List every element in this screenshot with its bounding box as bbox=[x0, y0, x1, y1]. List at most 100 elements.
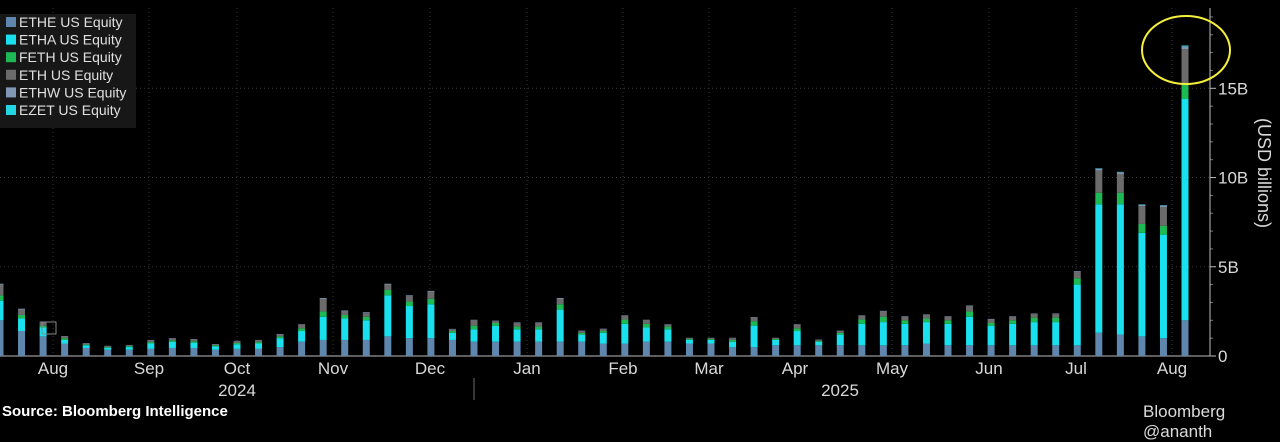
bar-segment bbox=[880, 311, 887, 316]
bar-segment bbox=[320, 317, 327, 340]
bar-segment bbox=[535, 342, 542, 356]
bar-segment bbox=[901, 324, 908, 345]
bar-segment bbox=[686, 344, 693, 356]
bar-segment bbox=[858, 345, 865, 356]
bar-segment bbox=[190, 339, 197, 341]
bar-segment bbox=[1009, 324, 1016, 345]
bar-segment bbox=[1138, 233, 1145, 337]
x-year-label: 2024 bbox=[218, 381, 256, 400]
bar-segment bbox=[815, 342, 822, 346]
bar-segment bbox=[190, 343, 197, 348]
bar-segment bbox=[40, 336, 47, 356]
bar-segment bbox=[643, 320, 650, 321]
legend-label: ETHE US Equity bbox=[19, 14, 122, 30]
bar-segment bbox=[363, 317, 370, 321]
bar-segment bbox=[1117, 335, 1124, 356]
bar-segment bbox=[471, 329, 478, 341]
bar-segment bbox=[298, 325, 305, 329]
bar-segment bbox=[341, 311, 348, 315]
bar-segment bbox=[901, 320, 908, 324]
bar-segment bbox=[406, 296, 413, 301]
bar-segment bbox=[600, 333, 607, 344]
bar-segment bbox=[61, 344, 68, 356]
bar-segment bbox=[1117, 172, 1124, 174]
bar-segment bbox=[449, 331, 456, 333]
x-tick-label: Jun bbox=[975, 359, 1002, 378]
bar-segment bbox=[277, 336, 284, 338]
bar-segment bbox=[18, 331, 25, 356]
bar-segment bbox=[858, 316, 865, 320]
bar-segment bbox=[578, 335, 585, 342]
bar-segment bbox=[212, 350, 219, 356]
legend-label: EZET US Equity bbox=[19, 102, 121, 118]
bar-segment bbox=[729, 342, 736, 347]
bar-segment bbox=[126, 347, 133, 350]
bar-segment bbox=[557, 342, 564, 356]
bar-segment bbox=[1095, 170, 1102, 192]
bar-segment bbox=[298, 342, 305, 356]
bar-segment bbox=[643, 327, 650, 341]
bar-segment bbox=[384, 336, 391, 356]
legend-label: ETH US Equity bbox=[19, 67, 113, 83]
bar-segment bbox=[1095, 193, 1102, 205]
bar-segment bbox=[1009, 316, 1016, 317]
bar-segment bbox=[234, 349, 241, 356]
bar-segment bbox=[83, 348, 90, 356]
bar-segment bbox=[988, 345, 995, 356]
source-note: Source: Bloomberg Intelligence bbox=[2, 403, 228, 420]
bar-segment bbox=[686, 340, 693, 344]
bar-segment bbox=[600, 344, 607, 356]
bar-segment bbox=[363, 320, 370, 340]
bar-segment bbox=[880, 311, 887, 312]
bar-segment bbox=[126, 346, 133, 347]
bar-segment bbox=[1117, 204, 1124, 334]
bar-segment bbox=[169, 342, 176, 348]
y-tick-label: 10B bbox=[1218, 169, 1248, 188]
bar-segment bbox=[104, 350, 111, 356]
bar-segment bbox=[471, 320, 478, 321]
bar-segment bbox=[449, 340, 456, 356]
bar-segment bbox=[1182, 45, 1189, 46]
bar-segment bbox=[621, 344, 628, 356]
bar-segment bbox=[492, 323, 499, 326]
y-tick-label: 5B bbox=[1218, 258, 1239, 277]
bar-segment bbox=[621, 319, 628, 323]
bar-segment bbox=[1138, 206, 1145, 224]
bar-segment bbox=[427, 338, 434, 356]
bar-segment bbox=[794, 325, 801, 329]
bar-segment bbox=[815, 340, 822, 341]
bar-segment bbox=[298, 324, 305, 325]
bar-segment bbox=[664, 329, 671, 341]
bar-segment bbox=[320, 299, 327, 311]
bar-segment bbox=[664, 327, 671, 330]
bar-segment bbox=[664, 325, 671, 327]
bar-segment bbox=[901, 316, 908, 317]
bar-segment bbox=[1074, 345, 1081, 356]
bar-segment bbox=[708, 338, 715, 339]
bar-segment bbox=[815, 341, 822, 342]
bar-segment bbox=[169, 340, 176, 341]
legend-swatch bbox=[6, 105, 16, 115]
bar-segment bbox=[923, 314, 930, 315]
bar-segment bbox=[966, 317, 973, 346]
bar-segment bbox=[471, 320, 478, 325]
bar-segment bbox=[578, 342, 585, 356]
bar-segment bbox=[751, 318, 758, 322]
bar-segment bbox=[557, 299, 564, 304]
bar-segment bbox=[40, 322, 47, 326]
bar-segment bbox=[471, 326, 478, 330]
bar-segment bbox=[363, 312, 370, 313]
bar-segment bbox=[427, 292, 434, 299]
bar-segment bbox=[988, 323, 995, 326]
bar-segment bbox=[966, 306, 973, 311]
bar-segment bbox=[858, 324, 865, 345]
bar-segment bbox=[0, 284, 4, 285]
bar-segment bbox=[0, 285, 4, 296]
bar-segment bbox=[492, 326, 499, 342]
x-tick-label: Apr bbox=[782, 359, 809, 378]
bar-segment bbox=[320, 298, 327, 299]
bar-segment bbox=[384, 284, 391, 285]
bar-segment bbox=[880, 322, 887, 345]
legend-swatch bbox=[6, 87, 16, 97]
x-tick-label: Jan bbox=[513, 359, 540, 378]
